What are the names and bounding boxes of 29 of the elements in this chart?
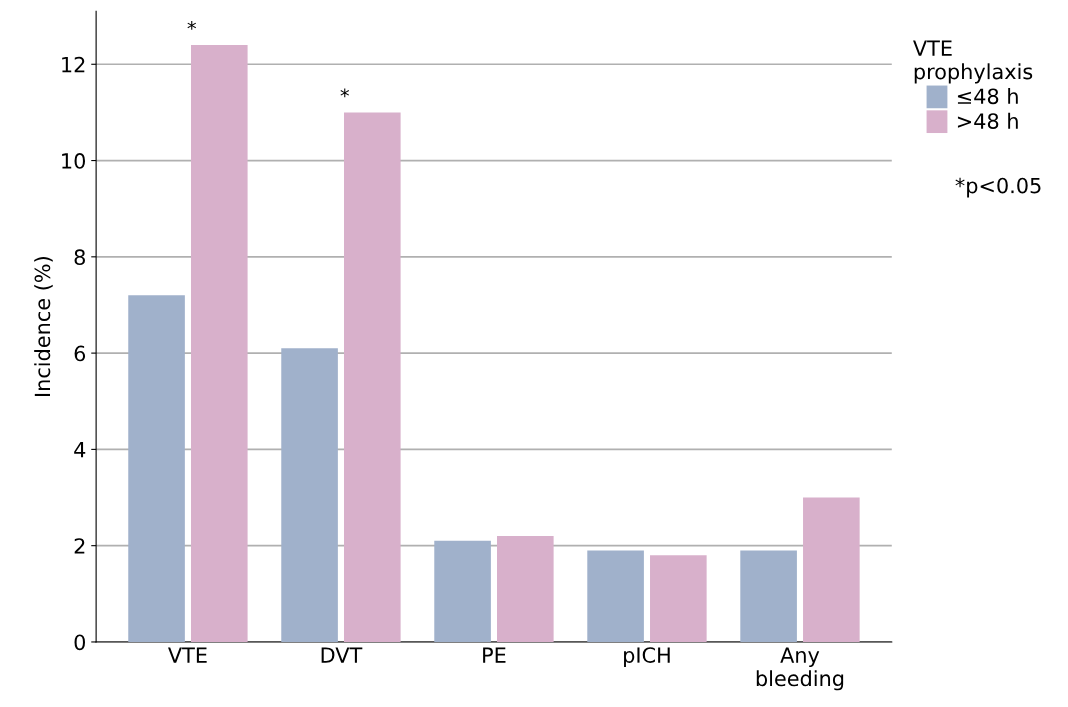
- legend-label: >48 h: [957, 112, 1018, 129]
- y-tick-label: 0: [74, 634, 86, 651]
- bar: [650, 555, 707, 642]
- legend-label: ≤48 h: [957, 88, 1018, 105]
- y-tick-label: 6: [74, 345, 86, 362]
- bar: [128, 295, 185, 642]
- x-tick-label: Any bleeding: [756, 647, 844, 691]
- x-tick-label: DVT: [321, 647, 363, 663]
- x-tick-label: PE: [483, 647, 506, 663]
- bar: [587, 550, 644, 642]
- annotation: *: [340, 88, 350, 98]
- y-tick-label: 8: [74, 249, 85, 266]
- annotation: *: [187, 20, 197, 30]
- y-axis-title: Incidence (%): [34, 257, 53, 396]
- x-tick-label: pICH: [624, 647, 670, 667]
- x-tick-label: VTE: [168, 647, 207, 663]
- bar: [281, 348, 338, 642]
- bar: [190, 45, 248, 642]
- bar: [803, 497, 860, 642]
- y-tick-label: 10: [62, 153, 86, 169]
- bar: [497, 536, 554, 642]
- text: *p<0.05: [955, 177, 1041, 198]
- bar: [740, 550, 797, 642]
- y-tick-label: 4: [74, 442, 86, 458]
- y-tick-label: 12: [62, 56, 85, 73]
- bar: [434, 540, 491, 642]
- y-tick-label: 2: [74, 538, 85, 554]
- legend-title: VTE prophylaxis: [913, 40, 1033, 84]
- bar: [344, 112, 401, 642]
